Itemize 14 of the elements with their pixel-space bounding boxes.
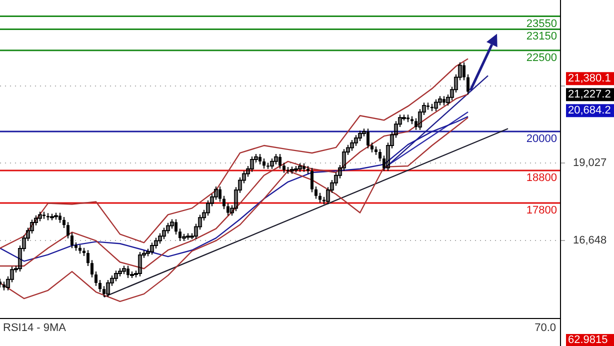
- text: 21,227.2: [568, 88, 611, 101]
- ref-line-label: 22500: [526, 52, 557, 64]
- ref-line-label: 23150: [526, 30, 557, 43]
- y-tick-label: 19,027: [573, 157, 607, 170]
- text: 62.9815: [568, 334, 608, 346]
- ref-line-label: 23550: [526, 18, 557, 30]
- ref-line-label: 20000: [526, 133, 557, 146]
- text: 21,380.1: [568, 72, 611, 85]
- ref-line-label: 18800: [526, 172, 557, 184]
- text: 20,684.2: [568, 104, 611, 117]
- ref-line-label: 17800: [526, 204, 557, 217]
- y-tick-label: 16,648: [573, 234, 607, 246]
- text: 70.0: [534, 322, 556, 334]
- text: RSI14 - 9MA: [3, 322, 67, 334]
